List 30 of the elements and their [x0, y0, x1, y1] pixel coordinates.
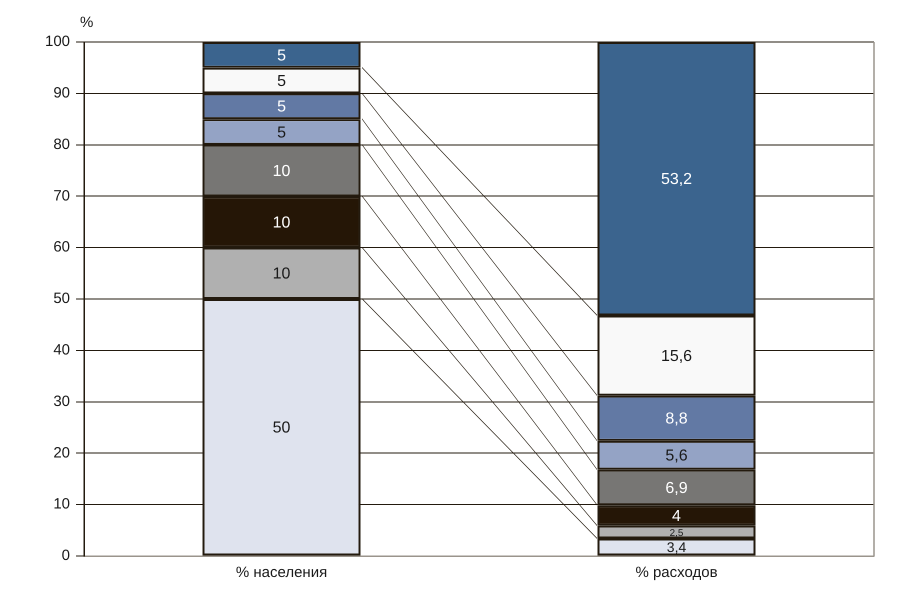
y-tick-label: 50 — [53, 290, 70, 308]
data-label: 5,6 — [665, 448, 688, 465]
y-tick-label: 70 — [53, 187, 70, 204]
y-tick-label: 90 — [53, 84, 70, 102]
data-label: 53,2 — [660, 171, 692, 188]
data-label: 8,8 — [665, 410, 688, 428]
data-label: 5 — [277, 47, 286, 64]
y-tick-label: 100 — [44, 33, 70, 50]
y-tick-label: 40 — [53, 342, 70, 359]
y-tick-label: 30 — [53, 392, 70, 410]
data-label: 10 — [272, 214, 291, 232]
y-tick-label: 60 — [53, 238, 70, 256]
data-label: 5 — [277, 98, 286, 116]
data-label: 6,9 — [665, 480, 688, 497]
data-label: 10 — [272, 266, 291, 283]
y-tick-label: 20 — [53, 444, 70, 462]
y-tick-label: 10 — [53, 496, 70, 513]
data-label: 5 — [277, 72, 286, 90]
data-label: 3,4 — [666, 538, 686, 555]
y-tick-label: 80 — [53, 136, 70, 153]
data-label: 5 — [277, 124, 286, 142]
y-axis-title: % — [80, 14, 94, 31]
data-label: 15,6 — [660, 348, 692, 365]
x-tick-label: % расходов — [635, 564, 718, 582]
x-tick-label: % населения — [236, 564, 328, 582]
data-label: 4 — [672, 508, 682, 525]
data-label: 50 — [272, 420, 291, 437]
data-label: 2,5 — [670, 528, 684, 539]
y-tick-label: 0 — [62, 547, 70, 564]
data-label: 10 — [272, 162, 291, 180]
